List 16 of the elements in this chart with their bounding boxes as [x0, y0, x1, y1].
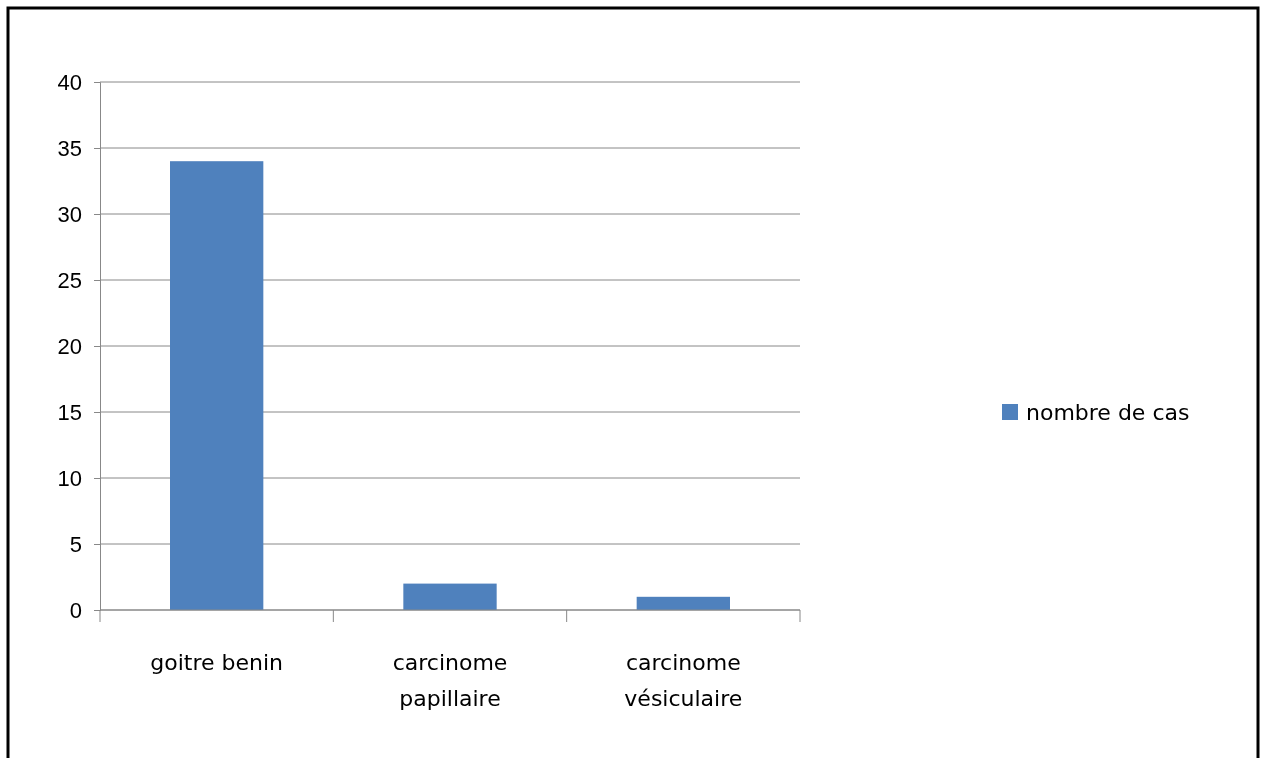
y-tick-label: 40	[57, 69, 82, 95]
y-tick-label: 15	[57, 399, 82, 425]
legend-label: nombre de cas	[1026, 400, 1190, 425]
y-tick-label: 0	[69, 597, 82, 623]
x-tick-label: goitre benin	[150, 650, 284, 675]
y-tick-label: 30	[57, 201, 82, 227]
y-tick-label: 25	[57, 267, 82, 293]
y-tick-label: 20	[57, 333, 82, 359]
bar	[170, 161, 264, 610]
bar	[636, 596, 730, 610]
y-tick-label: 10	[57, 465, 82, 491]
x-tick-label: carcinome vésiculaire	[624, 650, 743, 711]
x-tick-label: carcinome papillaire	[392, 650, 508, 711]
y-tick-label: 5	[69, 531, 82, 557]
bar	[403, 583, 497, 610]
y-tick-label: 35	[57, 135, 82, 161]
